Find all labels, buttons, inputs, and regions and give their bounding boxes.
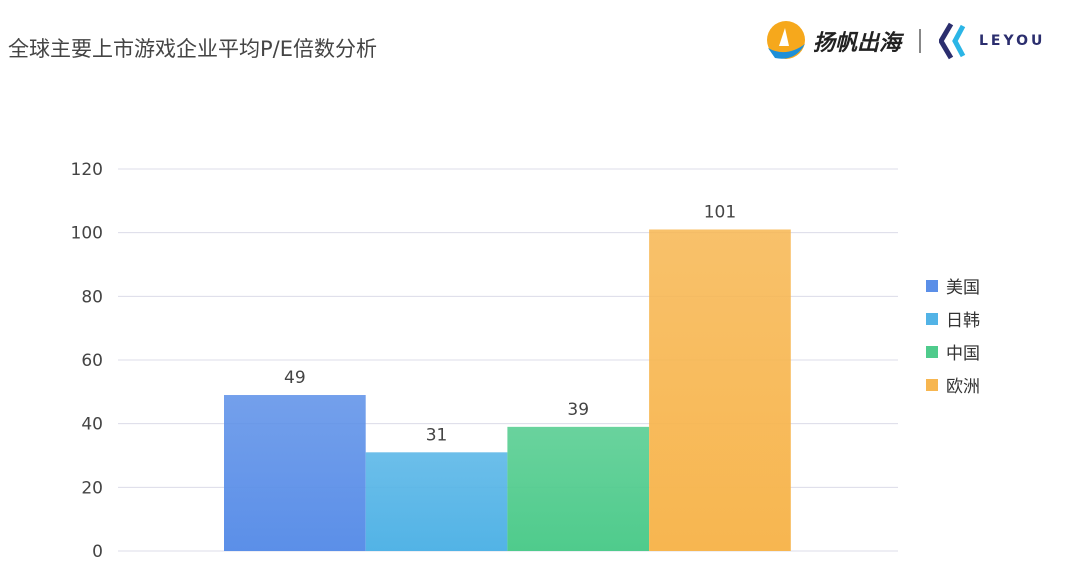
partner-name: LEYOU <box>979 33 1046 49</box>
page-title: 全球主要上市游戏企业平均P/E倍数分析 <box>8 37 378 61</box>
legend-swatch <box>926 378 938 391</box>
logo-group: 扬帆出海 LEYOU <box>765 20 1045 62</box>
data-label: 31 <box>426 425 448 445</box>
bar-美国 <box>224 395 366 551</box>
legend-item: 欧洲 <box>926 372 980 397</box>
legend-swatch <box>926 312 938 325</box>
leyou-logo-icon <box>939 22 966 60</box>
legend-label: 美国 <box>946 278 980 298</box>
data-label: 49 <box>284 368 306 388</box>
legend-label: 中国 <box>946 344 980 364</box>
y-tick-label: 20 <box>81 478 103 498</box>
divider <box>919 29 922 53</box>
y-tick-label: 120 <box>71 160 103 180</box>
y-tick-label: 0 <box>92 542 103 562</box>
legend-item: 美国 <box>926 273 980 298</box>
legend-swatch <box>926 345 938 358</box>
y-tick-label: 60 <box>81 351 103 371</box>
data-label: 101 <box>704 202 736 222</box>
legend-label: 日韩 <box>946 311 980 331</box>
bar-日韩 <box>365 452 508 551</box>
bar-中国 <box>507 426 650 551</box>
y-tick-label: 80 <box>81 287 103 307</box>
legend-label: 欧洲 <box>946 377 980 397</box>
y-tick-label: 40 <box>81 415 103 435</box>
data-label: 39 <box>567 400 589 420</box>
legend-swatch <box>926 279 938 292</box>
legend-item: 日韩 <box>926 306 980 331</box>
y-tick-label: 100 <box>71 224 103 244</box>
legend-item: 中国 <box>926 339 980 364</box>
bar-欧洲 <box>649 229 791 551</box>
brand-name: 扬帆出海 <box>813 31 902 56</box>
sail-logo-icon <box>767 21 805 59</box>
